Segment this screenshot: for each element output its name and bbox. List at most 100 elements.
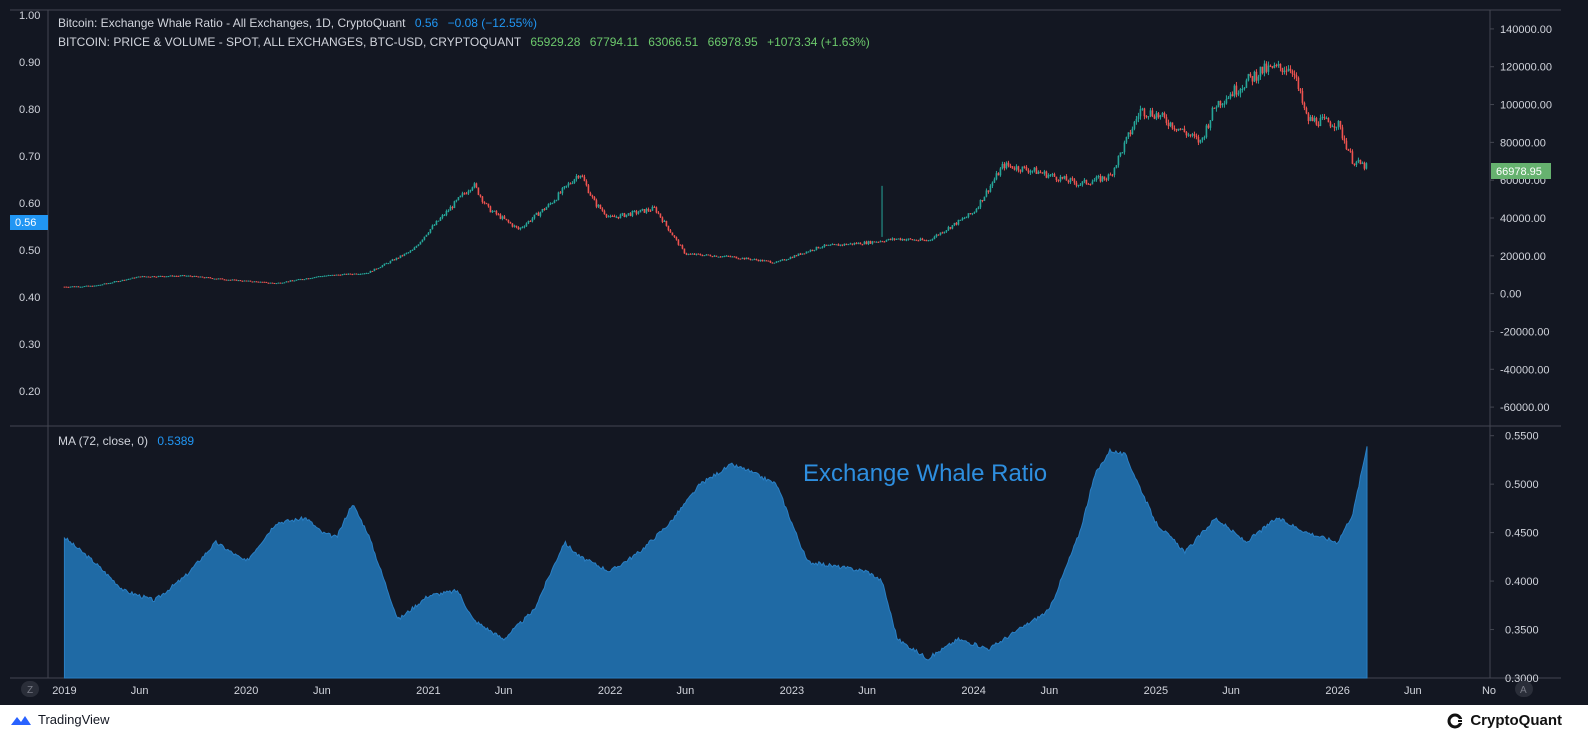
price-candle-body xyxy=(909,238,912,240)
price-candle-body xyxy=(913,239,916,241)
log-scale-button[interactable] xyxy=(21,681,39,697)
price-candle-body xyxy=(279,282,282,284)
legend-ma-title: MA (72, close, 0) xyxy=(58,434,148,448)
price-candle-body xyxy=(1151,110,1154,117)
price-candle-body xyxy=(1329,122,1332,127)
price-candle-body xyxy=(527,220,530,224)
price-candle-body xyxy=(1111,174,1114,176)
price-candle-body xyxy=(1115,165,1118,168)
price-candle-body xyxy=(325,275,328,277)
price-candle-body xyxy=(521,227,524,229)
tradingview-text: TradingView xyxy=(38,712,110,727)
price-candle-body xyxy=(417,244,420,247)
ratio-tick-label: 0.60 xyxy=(19,198,40,210)
price-candle-body xyxy=(1207,125,1210,128)
price-candle-body xyxy=(751,259,754,261)
price-candle-body xyxy=(367,272,370,274)
price-candle-body xyxy=(237,280,240,282)
price-candle-body xyxy=(1319,117,1322,127)
price-candle-body xyxy=(1315,118,1318,125)
price-candle-body xyxy=(1083,179,1086,182)
price-candle-body xyxy=(593,196,596,201)
price-candle-body xyxy=(309,278,312,280)
price-candle-body xyxy=(503,216,506,219)
price-candle-body xyxy=(499,214,502,219)
price-candle-body xyxy=(1169,122,1172,127)
price-candle-body xyxy=(1209,120,1212,128)
price-candle-body xyxy=(1365,163,1368,169)
price-candle-body xyxy=(459,195,462,198)
price-candle-body xyxy=(1217,100,1220,108)
price-candle-body xyxy=(1073,179,1076,183)
legend-main-value: 0.56 xyxy=(415,16,439,30)
price-candle-body xyxy=(545,207,548,210)
price-candle-body xyxy=(321,276,324,278)
price-candle-body xyxy=(649,210,652,212)
price-candle-body xyxy=(929,239,932,241)
price-candle-body xyxy=(635,210,638,214)
price-candle-body xyxy=(539,212,542,216)
price-candle-body xyxy=(337,274,340,276)
time-tick-label: 2021 xyxy=(416,685,440,697)
price-candle-body xyxy=(815,246,818,250)
price-candle-body xyxy=(87,285,90,287)
price-candle-body xyxy=(393,259,396,261)
price-candle-body xyxy=(1041,172,1044,174)
footer: TradingView CryptoQuant xyxy=(0,705,1588,746)
cryptoquant-logo[interactable]: CryptoQuant xyxy=(1447,712,1562,729)
price-candle-body xyxy=(263,281,266,283)
price-candle-body xyxy=(169,275,172,277)
auto-scale-button[interactable] xyxy=(1515,681,1533,697)
price-candle-body xyxy=(409,250,412,253)
time-tick-label: 2023 xyxy=(780,685,804,697)
price-candle-body xyxy=(125,279,128,281)
price-candle-body xyxy=(835,244,838,246)
price-candle-body xyxy=(589,193,592,196)
price-candle-body xyxy=(843,243,846,246)
price-candle-body xyxy=(1023,166,1026,168)
legend-price-change: +1073.34 (+1.63%) xyxy=(767,35,870,49)
price-candle-body xyxy=(1125,137,1128,143)
price-candle-body xyxy=(783,259,786,261)
price-candle-body xyxy=(1343,138,1346,141)
price-candle-body xyxy=(631,210,634,216)
price-candle-body xyxy=(749,258,752,260)
price-candle-body xyxy=(1303,102,1306,109)
price-candle-body xyxy=(817,246,820,249)
price-candle-body xyxy=(1147,116,1150,118)
price-candle-body xyxy=(245,280,248,282)
price-candle-body xyxy=(551,203,554,205)
chart-svg[interactable]: 1.00 0.90 0.80 0.70 0.60 0.50 0.40 0.30 0.20 140… xyxy=(0,0,1588,705)
price-candle-body xyxy=(319,276,322,278)
price-candle-body xyxy=(733,256,736,258)
ma-area xyxy=(63,446,1368,679)
price-candle-body xyxy=(1001,163,1004,169)
price-candle-body xyxy=(1325,118,1328,120)
price-candle-body xyxy=(651,206,654,211)
legend-price-title: BITCOIN: PRICE & VOLUME - SPOT, ALL EXCH… xyxy=(58,35,522,49)
price-candle-body xyxy=(907,238,910,240)
price-candle-body xyxy=(607,216,610,218)
ma-area-group xyxy=(63,446,1368,679)
price-candle-body xyxy=(229,279,232,281)
price-candle-body xyxy=(175,275,178,277)
price-candle-body xyxy=(991,182,994,186)
price-candle-body xyxy=(557,192,560,201)
time-tick-label: 2024 xyxy=(961,685,985,697)
price-candle-body xyxy=(641,209,644,211)
price-candle-body xyxy=(1241,88,1244,90)
price-candle-body xyxy=(791,257,794,259)
price-candle-body xyxy=(215,278,218,280)
ma-tick-label: 0.5000 xyxy=(1505,479,1539,491)
price-candle-body xyxy=(115,281,118,283)
price-candle-body xyxy=(657,212,660,214)
price-candle-body xyxy=(1323,116,1326,119)
price-candle-body xyxy=(713,255,716,257)
price-candle-body xyxy=(199,276,202,278)
price-candle-body xyxy=(901,239,904,241)
price-candle-body xyxy=(203,277,206,279)
tradingview-logo[interactable]: TradingView xyxy=(10,712,110,727)
price-candle-body xyxy=(373,268,376,272)
price-candle-body xyxy=(737,258,740,260)
price-candle-body xyxy=(187,275,190,277)
